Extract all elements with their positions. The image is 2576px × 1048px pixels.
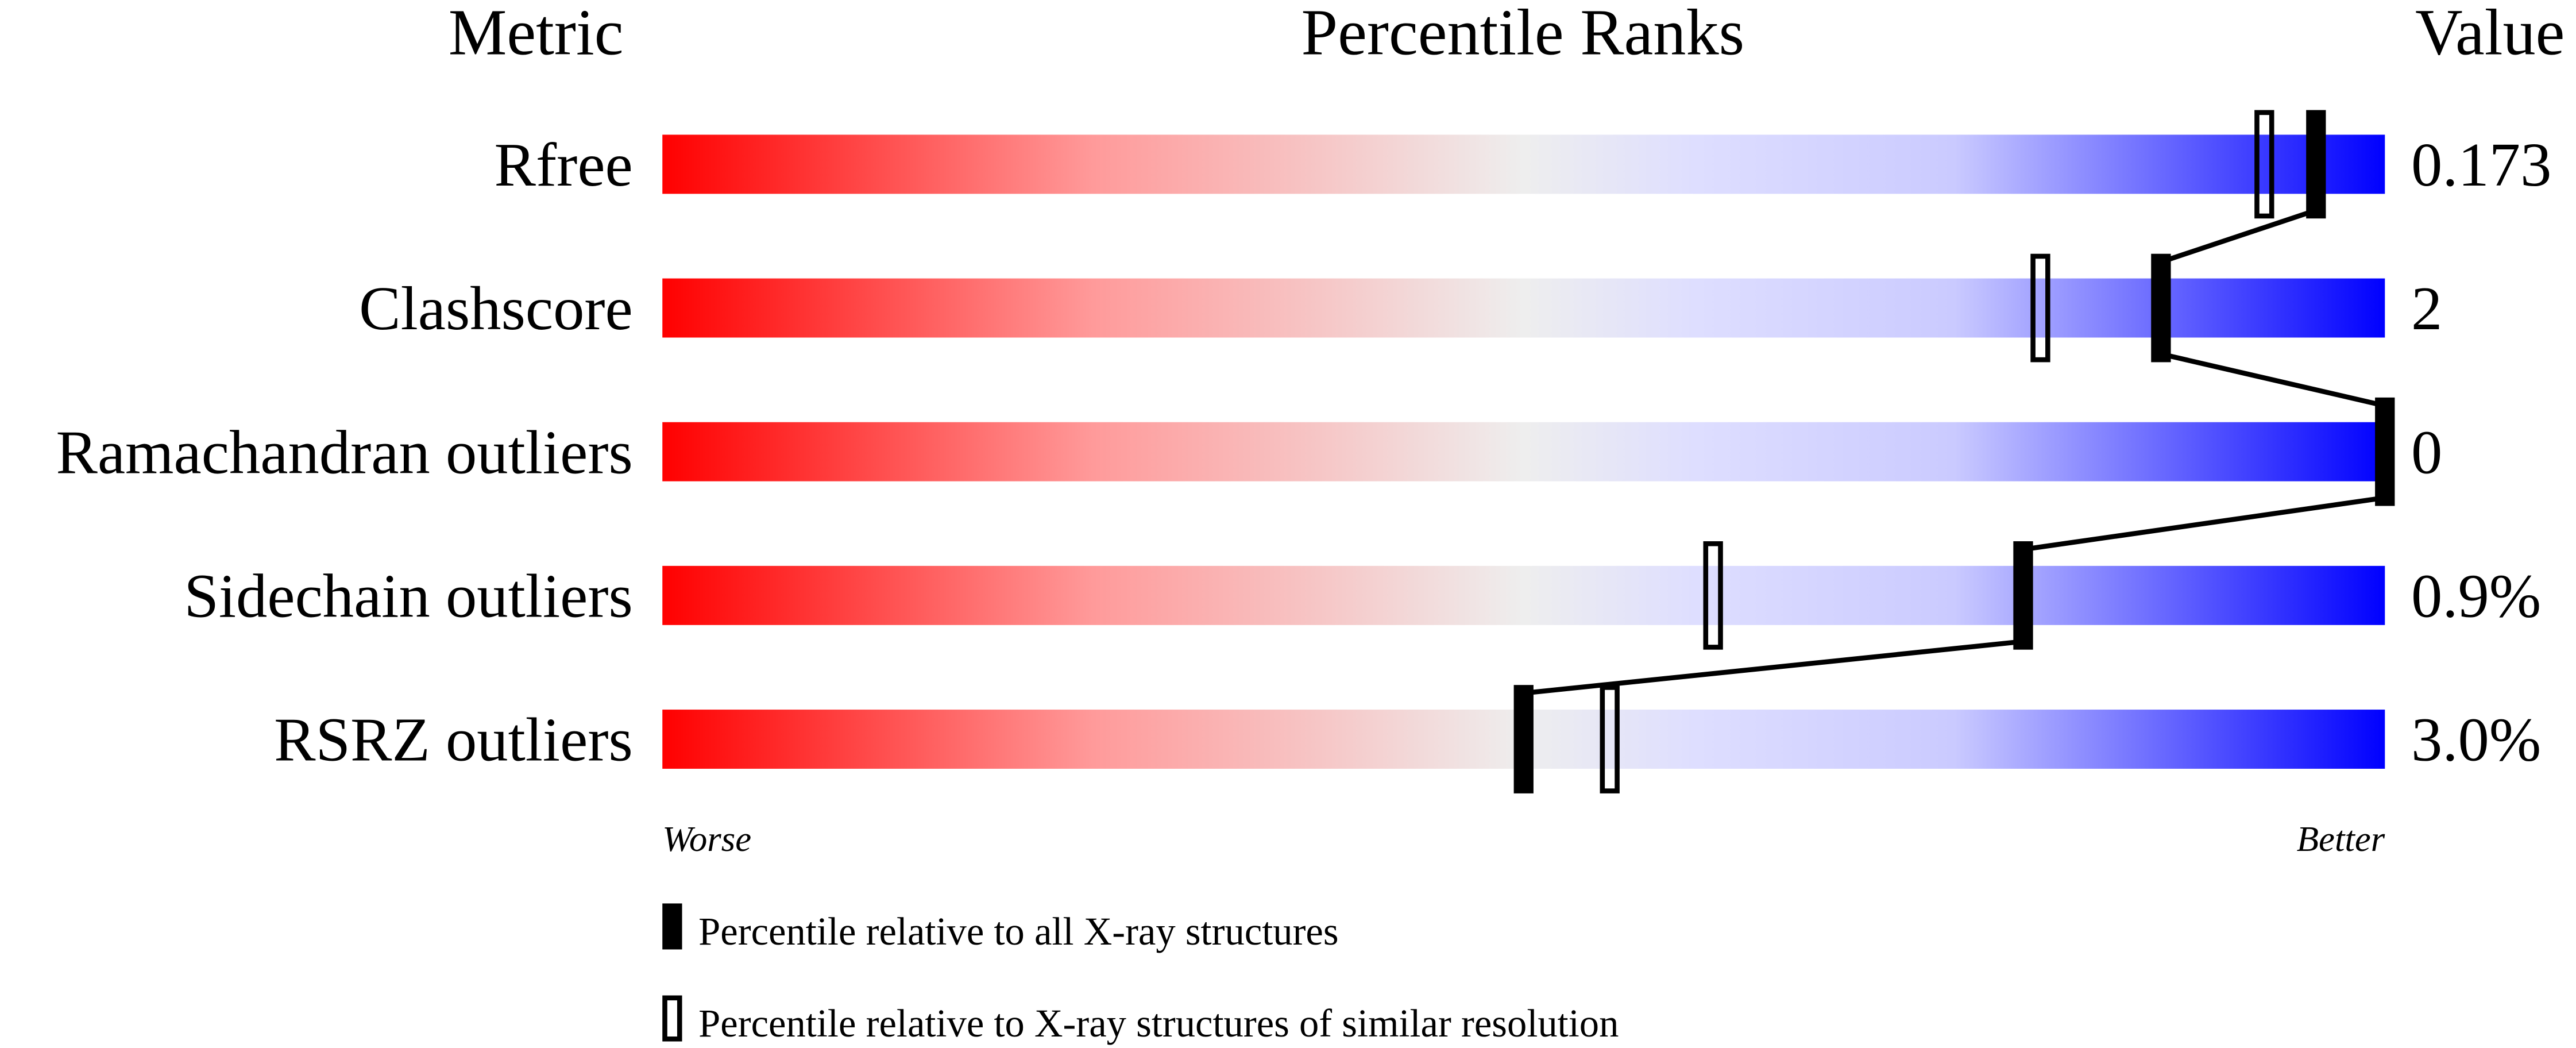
header-metric: Metric: [449, 0, 624, 68]
header-value: Value: [2415, 0, 2565, 68]
percentile-bar: [662, 422, 2385, 481]
connector-line: [2160, 351, 2386, 409]
marker-similar-resolution: [2254, 110, 2274, 219]
marker-all-structures: [1513, 685, 1534, 793]
legend-filled-marker: [662, 903, 682, 950]
axis-label-worse: Worse: [662, 819, 751, 859]
percentile-bar: [662, 278, 2385, 338]
percentile-bar: [662, 134, 2385, 194]
metric-value: 3.0%: [2411, 706, 2541, 775]
connector-line: [2022, 495, 2385, 552]
legend-label-similar: Percentile relative to X-ray structures …: [698, 1001, 1619, 1045]
marker-similar-resolution: [2030, 253, 2050, 363]
connector-line: [1523, 639, 2023, 696]
metric-label: Ramachandran outliers: [56, 418, 632, 487]
metric-label: Rfree: [495, 130, 633, 199]
metric-value: 2: [2411, 274, 2442, 343]
legend-open-marker: [662, 995, 682, 1042]
metric-value: 0: [2411, 418, 2442, 487]
chart-title: Percentile Ranks: [1301, 0, 1745, 68]
metric-value: 0.9%: [2411, 562, 2541, 631]
marker-similar-resolution: [1703, 541, 1723, 650]
legend-label-all: Percentile relative to all X-ray structu…: [698, 910, 1338, 953]
marker-all-structures: [2013, 541, 2033, 650]
marker-similar-resolution: [1600, 685, 1620, 793]
metric-label: RSRZ outliers: [274, 706, 633, 775]
percentile-bar: [662, 565, 2385, 625]
metric-label: Clashscore: [359, 274, 633, 343]
marker-all-structures: [2306, 110, 2326, 219]
marker-all-structures: [2375, 397, 2395, 506]
connector-line: [2160, 207, 2317, 265]
metric-value: 0.173: [2411, 130, 2551, 199]
axis-label-better: Better: [2297, 819, 2385, 859]
metric-label: Sidechain outliers: [184, 562, 632, 631]
marker-all-structures: [2151, 253, 2171, 363]
